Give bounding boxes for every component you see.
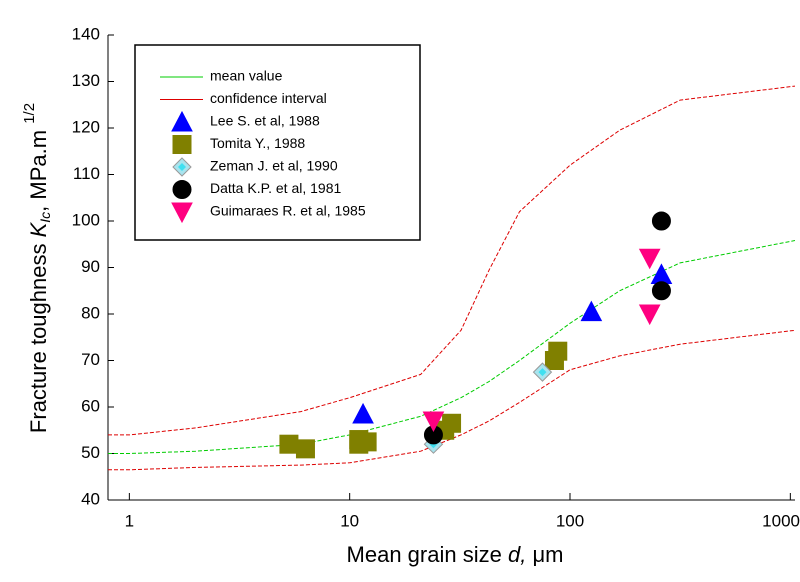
y-tick-label: 80 [81,303,100,322]
x-label-symbol: d, [508,542,526,567]
point [357,432,377,452]
y-label-symbol: K [26,221,51,237]
point-inner [538,368,547,377]
curve [108,240,795,454]
point [638,304,661,326]
legend-label: Datta K.P. et al, 1981 [210,180,341,196]
y-label-subscript: Ic [37,212,53,223]
y-tick-label: 90 [81,257,100,276]
legend-label: Lee S. et al, 1988 [210,113,320,129]
x-axis-label: Mean grain size d, μm [347,542,564,567]
y-tick-label: 100 [72,210,100,229]
y-label-superscript: 1/2 [21,103,38,124]
point [171,202,193,224]
point-inner [178,163,186,171]
legend-label: Tomita Y., 1988 [210,135,305,151]
point [422,411,445,433]
y-tick-label: 50 [81,443,100,462]
curve [108,85,795,436]
x-label-text: Mean grain size [347,542,502,567]
y-tick-label: 120 [72,117,100,136]
point [279,434,299,454]
x-tick-label: 10 [340,511,359,530]
y-tick-label: 110 [73,164,100,183]
y-label-unit: , MPa.m [26,130,51,212]
x-tick-label: 1000 [762,511,800,530]
y-tick-label: 140 [72,24,100,43]
point [580,300,603,322]
y-tick-label: 40 [81,489,100,508]
point [352,402,374,424]
point [650,263,673,284]
y-tick-label: 60 [81,396,100,415]
y-tick-label: 130 [72,71,100,90]
legend-label: Guimaraes R. et al, 1985 [210,203,366,219]
legend-label: Zeman J. et al, 1990 [210,158,338,174]
point [171,110,193,132]
point [651,281,671,301]
y-label-text: Fracture toughness [26,244,51,434]
legend-label: mean value [210,68,283,84]
y-tick-label: 70 [81,350,100,369]
point [172,180,192,199]
x-tick-label: 1 [125,511,134,530]
legend-label: confidence interval [210,90,327,106]
curve [108,329,795,471]
point [548,341,568,361]
x-tick-label: 100 [556,511,584,530]
point [295,439,315,459]
point [442,413,462,433]
point [651,211,671,231]
point [638,248,661,270]
x-label-unit: μm [532,542,563,567]
y-axis-label: Fracture toughness KIc, MPa.m 1/2 [21,103,53,433]
point [172,135,192,154]
